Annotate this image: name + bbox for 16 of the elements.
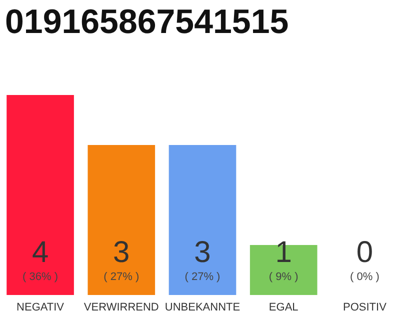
data-label: 3: [194, 236, 211, 269]
data-label: 1: [275, 236, 292, 269]
x-tick-label: NEGATIV: [16, 302, 65, 314]
annotation: ( 9% ): [268, 271, 298, 283]
data-label: 0: [356, 236, 374, 269]
data-label: 4: [32, 236, 49, 269]
annotation: ( 36% ): [22, 271, 58, 283]
annotation: ( 27% ): [104, 271, 140, 283]
data-label: 3: [113, 236, 130, 269]
x-tick-label: EGAL: [268, 302, 298, 314]
x-tick-label: UNBEKANNTE: [164, 302, 240, 314]
annotation: ( 27% ): [184, 271, 220, 283]
chart-title: 019165867541515: [5, 3, 289, 41]
x-tick-label: VERWIRREND: [84, 302, 159, 314]
annotation: ( 0% ): [350, 271, 380, 283]
x-tick-label: POSITIV: [343, 302, 388, 314]
